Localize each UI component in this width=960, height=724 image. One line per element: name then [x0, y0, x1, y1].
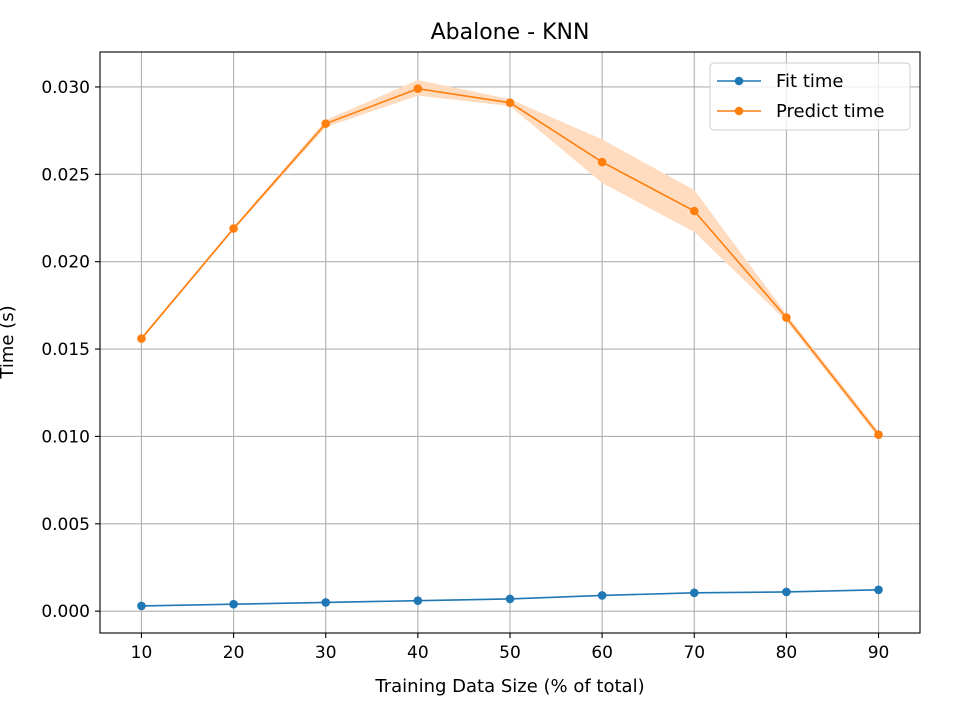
x-tick-label: 60	[591, 643, 613, 663]
predict-time-legend-label: Predict time	[776, 101, 884, 122]
predict-time-point	[782, 313, 791, 322]
fit-time-point	[137, 601, 146, 611]
grid	[100, 52, 920, 633]
fit-time-point	[874, 585, 883, 595]
y-axis-label: Time (s)	[0, 305, 18, 379]
predict-time-point	[137, 334, 146, 343]
predict-time-point	[321, 119, 331, 128]
x-tick-label: 90	[868, 643, 890, 663]
x-tick-label: 80	[776, 643, 798, 663]
y-tick-label: 0.015	[41, 340, 90, 360]
fit-time-point	[413, 596, 423, 605]
y-tick-label: 0.010	[41, 427, 90, 447]
legend-box	[709, 62, 911, 131]
predict-time-point	[505, 98, 515, 107]
predict-time-point	[413, 84, 423, 93]
y-tick-label: 0.000	[41, 602, 90, 622]
fit-time-point	[505, 594, 515, 604]
predict-time-legend-marker	[734, 106, 744, 116]
y-tick-label: 0.020	[41, 253, 90, 273]
x-tick-label: 50	[499, 643, 521, 663]
fit-time-point	[321, 598, 331, 607]
y-tick-label: 0.025	[41, 165, 90, 185]
predict-time-point	[597, 157, 607, 167]
legend: Fit time Predict time	[709, 62, 911, 131]
y-tick-label: 0.005	[41, 515, 90, 535]
predict-time-point	[229, 224, 238, 233]
fit-time-point	[229, 599, 238, 609]
fit-time-point	[782, 587, 791, 597]
predict-time-point	[874, 430, 883, 439]
x-tick-label: 70	[683, 643, 705, 663]
fit-time-legend-label: Fit time	[776, 71, 844, 92]
axis-ticks: 10 20 30 40 50 60 70 80 90 0.000 0.005 0.010 0.015 0.…	[41, 78, 889, 663]
x-tick-label: 40	[407, 643, 429, 663]
x-axis-label: Training Data Size (% of total)	[374, 676, 644, 697]
predict-time-band	[141, 79, 879, 439]
x-tick-label: 20	[223, 643, 245, 663]
fit-time-point	[689, 588, 699, 598]
chart-title: Abalone - KNN	[431, 20, 590, 45]
fit-time-point	[597, 591, 607, 600]
x-tick-label: 30	[315, 643, 337, 663]
x-tick-label: 10	[131, 643, 153, 663]
fit-time-legend-marker	[734, 76, 744, 86]
predict-time-point	[689, 206, 699, 216]
y-tick-label: 0.030	[41, 78, 90, 98]
error-bands	[141, 79, 879, 439]
series-markers	[137, 84, 883, 611]
